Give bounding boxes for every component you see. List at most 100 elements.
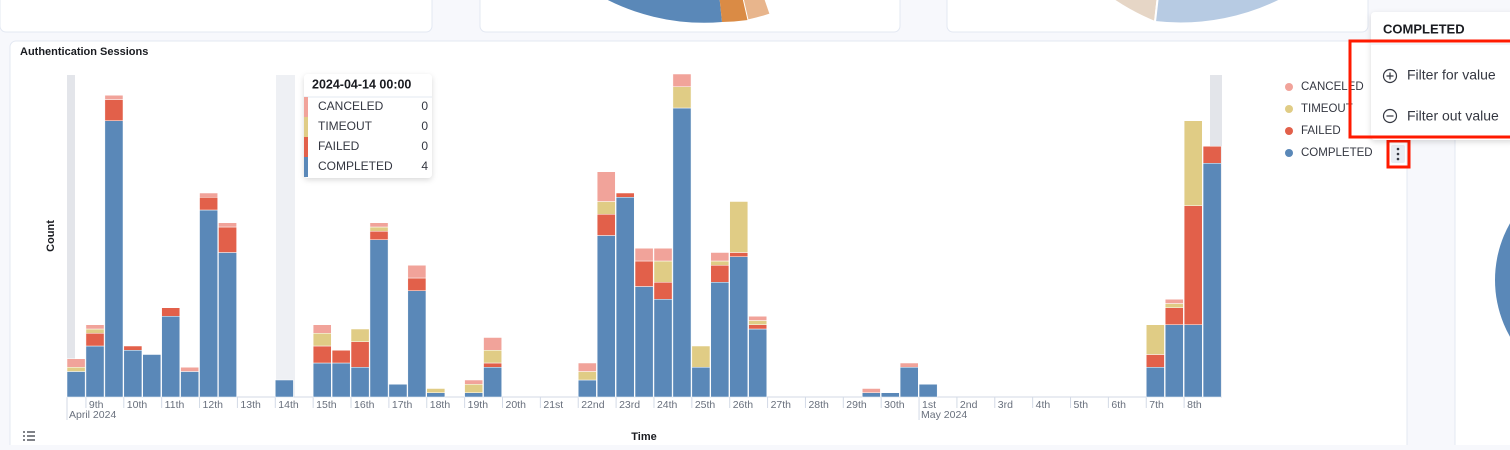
bar-segment: [123, 345, 143, 351]
legend-swatch: [1285, 105, 1293, 113]
x-tick-label: 25th: [695, 399, 716, 411]
bar-segment: [312, 345, 332, 364]
popover: COMPLETED Filter for value Filter out va…: [1371, 12, 1510, 140]
bar-segment: [1183, 205, 1203, 325]
x-tick-label: 18th: [430, 399, 451, 411]
bar-segment: [199, 192, 218, 198]
bar-segment: [596, 201, 616, 215]
bar-segment: [85, 328, 105, 334]
bar-segment: [615, 197, 635, 398]
tooltip-series: COMPLETED: [318, 159, 393, 173]
tooltip-color: [304, 137, 308, 157]
tooltip-title: 2024-04-14 00:00: [312, 77, 411, 91]
legend-label: TIMEOUT: [1301, 103, 1353, 115]
bar-segment: [1146, 324, 1165, 355]
filter-for-label: Filter for value: [1407, 67, 1496, 83]
x-tick-label: 10th: [127, 399, 148, 411]
x-tick-label: 12th: [203, 399, 224, 411]
x-tick-label: 28th: [808, 399, 829, 411]
legend-action-button[interactable]: [1391, 145, 1405, 163]
tooltip-series: CANCELED: [318, 99, 384, 113]
tooltip: 2024-04-14 00:00 CANCELED 0 TIMEOUT 0 FAILED…: [304, 74, 432, 178]
bar-segment: [66, 367, 86, 372]
bar-segment: [691, 367, 711, 398]
bar-segment: [218, 252, 237, 398]
tooltip-value: 0: [421, 139, 428, 153]
month-label: May 2024: [921, 409, 967, 421]
bar-segment: [104, 120, 124, 398]
bar-segment: [1202, 146, 1222, 164]
bar-segment: [672, 107, 692, 398]
bar-segment: [672, 86, 692, 109]
bar-segment: [180, 367, 199, 372]
legend-label: CANCELED: [1301, 81, 1364, 93]
legend-label: FAILED: [1301, 125, 1341, 137]
bar-segment: [218, 226, 237, 253]
bar-segment: [653, 248, 673, 262]
bar-segment: [199, 209, 218, 398]
bar-segment: [483, 367, 502, 398]
bar-segment: [180, 371, 199, 398]
x-tick-label: 16th: [354, 399, 375, 411]
bar-segment: [218, 222, 237, 228]
x-tick-label: 21st: [543, 399, 563, 411]
bar-segment: [1146, 354, 1165, 368]
bar-segment: [634, 286, 654, 398]
x-tick-label: 23rd: [619, 399, 640, 411]
bar-segment: [312, 333, 332, 347]
x-tick-label: 2nd: [960, 399, 978, 411]
x-tick-label: 22nd: [581, 399, 605, 411]
x-tick-label: 3rd: [998, 399, 1013, 411]
bar-segment: [880, 392, 900, 398]
bar-segment: [577, 362, 597, 372]
legend-label: COMPLETED: [1301, 147, 1373, 159]
bar-segment: [634, 260, 654, 287]
bar-segment: [426, 388, 446, 393]
bar-segment: [350, 367, 370, 398]
bar-segment: [464, 379, 484, 385]
bar-segment: [577, 371, 597, 381]
bar-segment: [710, 265, 730, 283]
bar-segment: [1164, 307, 1184, 325]
x-tick-label: 8th: [1187, 399, 1202, 411]
bar-segment: [312, 324, 332, 334]
filter-out-button[interactable]: Filter out value: [1382, 108, 1500, 124]
x-tick-label: 24th: [657, 399, 678, 411]
bar-segment: [596, 214, 616, 236]
bar-segment: [748, 324, 768, 330]
legend-swatch: [1285, 83, 1293, 91]
bar-segment: [104, 99, 124, 121]
x-tick-label: 29th: [846, 399, 867, 411]
filter-for-button[interactable]: Filter for value: [1382, 67, 1496, 84]
pie-fragment: [1495, 223, 1510, 337]
bar-segment: [861, 392, 881, 398]
y-axis-label: Count: [45, 220, 57, 252]
bar-segment: [85, 324, 105, 330]
tooltip-color: [304, 117, 308, 137]
bar-segment: [653, 299, 673, 398]
tooltip-series: FAILED: [318, 139, 360, 153]
bar-segment: [691, 345, 711, 368]
bar-segment: [710, 282, 730, 398]
legend-toggle[interactable]: [18, 427, 40, 445]
bar-segment: [729, 201, 749, 253]
bar-segment: [729, 252, 749, 257]
x-tick-label: 27th: [771, 399, 792, 411]
bar-segment: [464, 392, 484, 398]
bar-segment: [312, 362, 332, 398]
bar-segment: [369, 231, 389, 240]
legend-swatch: [1285, 149, 1293, 157]
bar-segment: [350, 328, 370, 342]
bar-segment: [85, 333, 105, 347]
bar-segment: [369, 222, 389, 228]
tooltip-value: 4: [421, 159, 428, 173]
bar-segment: [1202, 163, 1222, 398]
x-tick-label: 4th: [1036, 399, 1051, 411]
bar-segment: [275, 379, 294, 398]
bar-segment: [1164, 299, 1184, 304]
bar-segment: [861, 388, 881, 393]
tooltip-color: [304, 157, 308, 177]
x-tick-label: 20th: [505, 399, 526, 411]
x-tick-label: 1st: [922, 399, 936, 411]
bar-segment: [483, 362, 502, 368]
